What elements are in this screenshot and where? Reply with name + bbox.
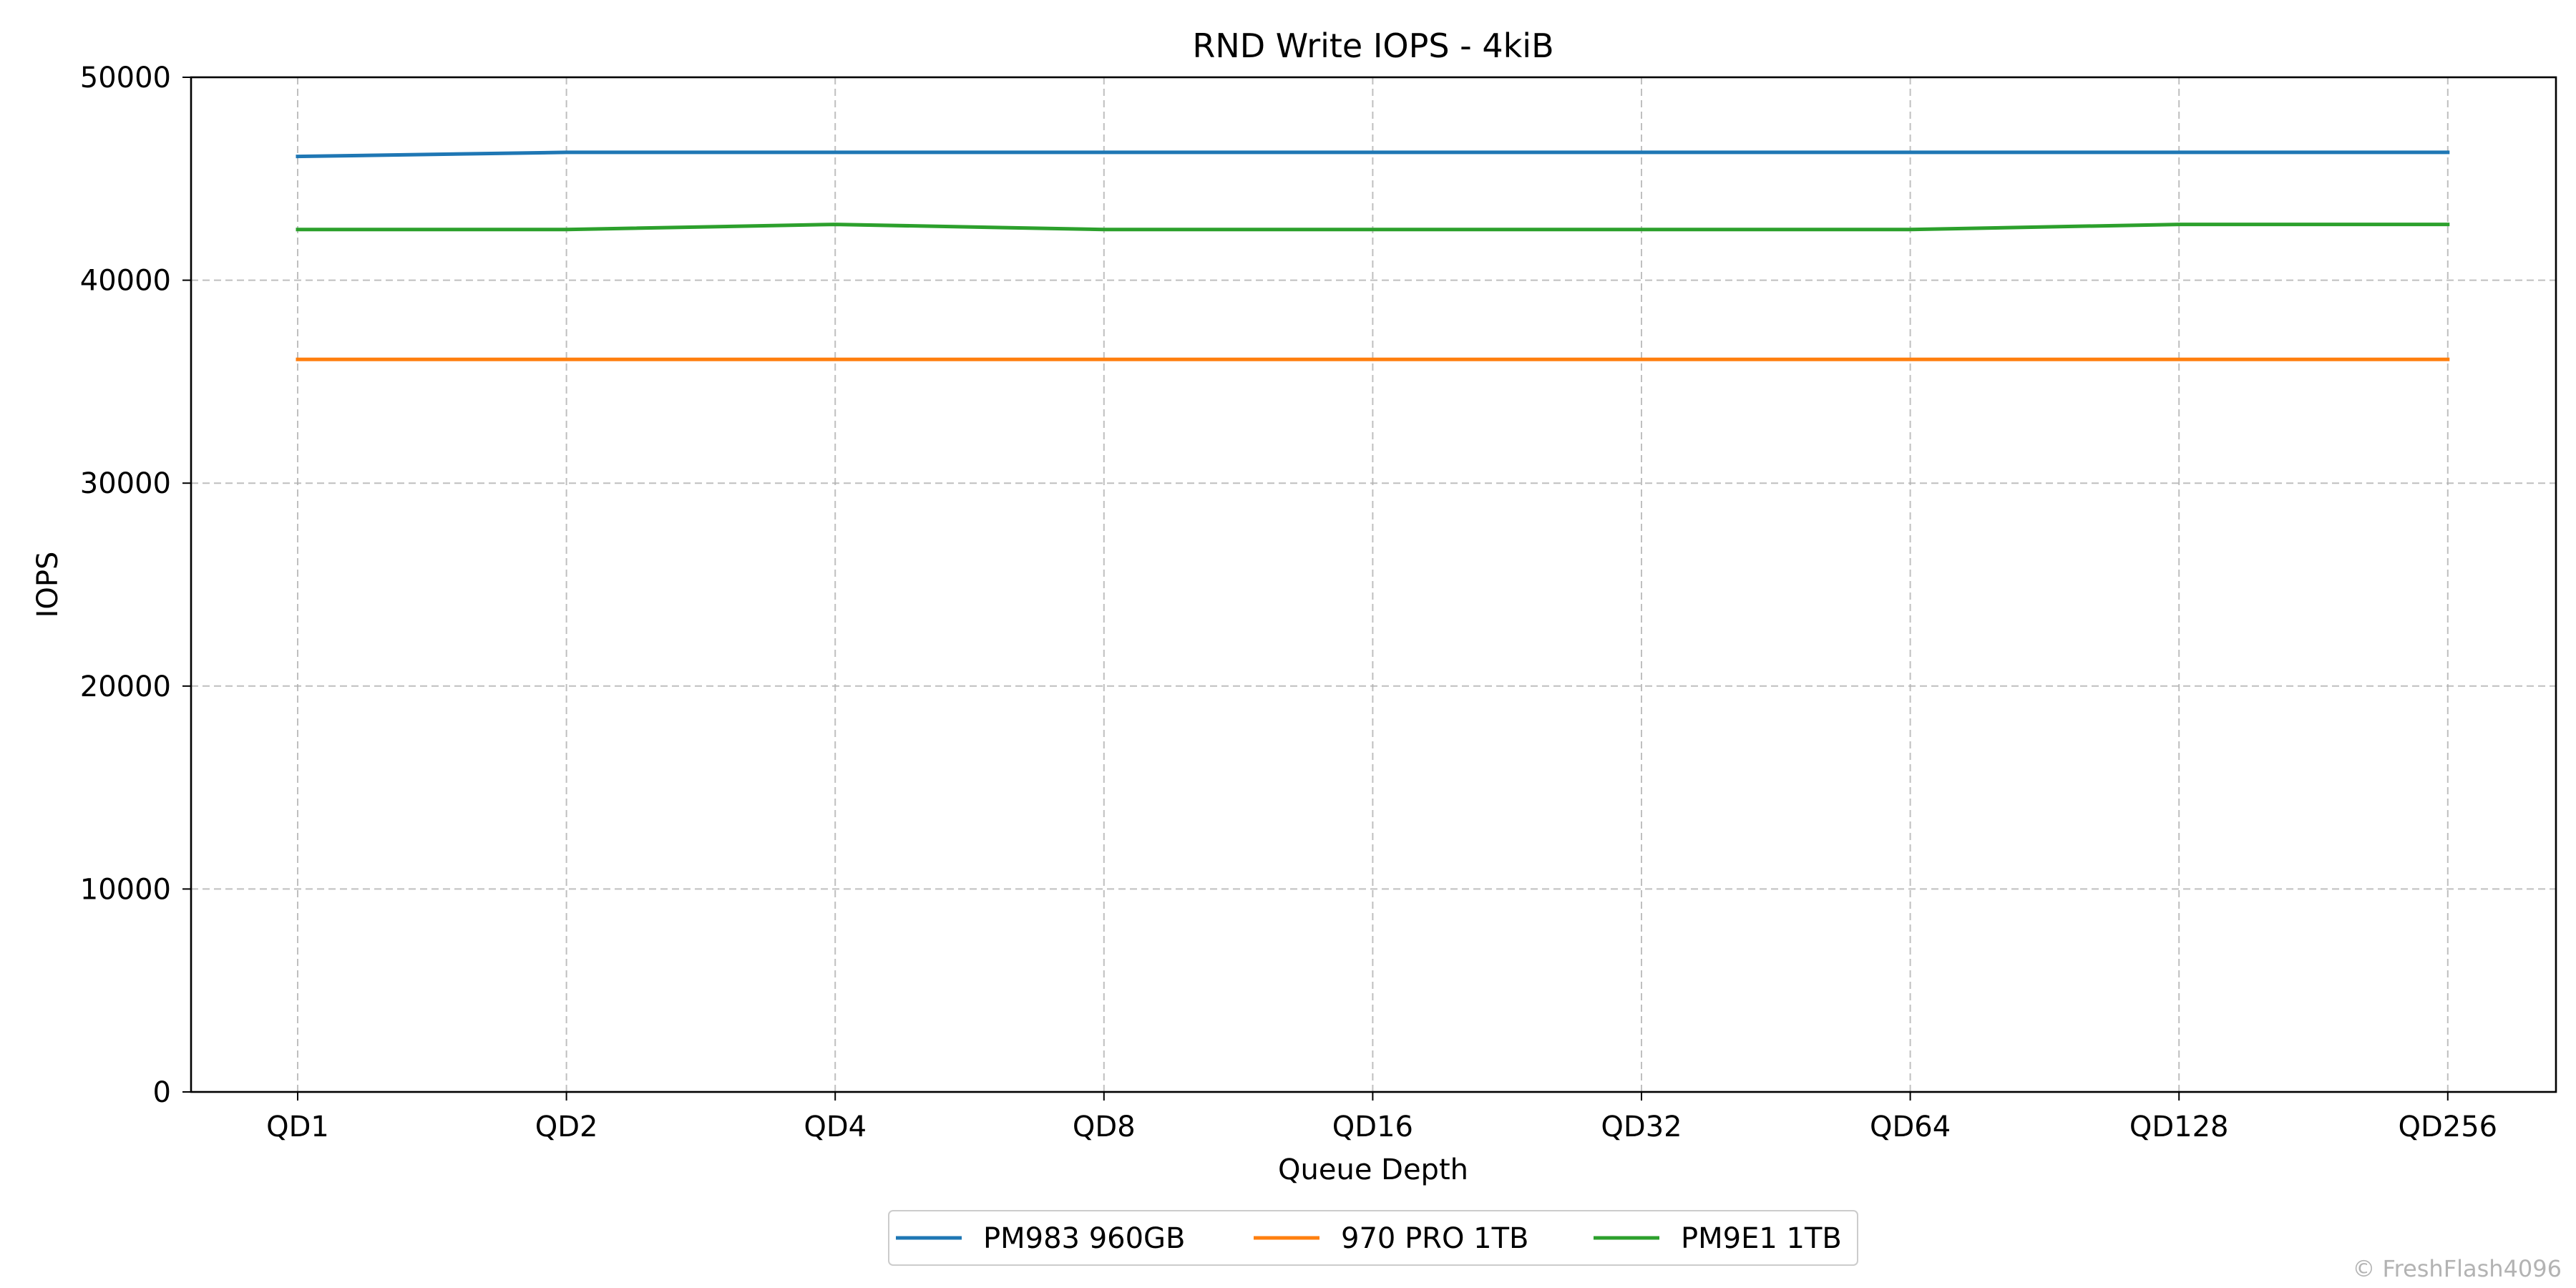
x-axis-label: Queue Depth <box>1278 1153 1468 1186</box>
y-tick-label: 50000 <box>80 62 171 94</box>
legend-label: PM983 960GB <box>983 1222 1185 1255</box>
watermark: © FreshFlash4096 <box>2352 1255 2562 1282</box>
y-axis-label: IOPS <box>31 552 64 618</box>
y-tick-label: 20000 <box>80 670 171 703</box>
series-line <box>296 150 2450 159</box>
x-tick-label: QD16 <box>1332 1111 1413 1143</box>
x-tick-label: QD2 <box>535 1111 598 1143</box>
y-tick-label: 40000 <box>80 265 171 298</box>
x-tick-label: QD64 <box>1870 1111 1951 1143</box>
y-tick-label: 30000 <box>80 467 171 500</box>
y-axis-ticks: 0 10000 20000 30000 40000 50000 <box>80 62 191 1109</box>
x-tick-label: QD128 <box>2129 1111 2229 1143</box>
x-tick-label: QD8 <box>1073 1111 1136 1143</box>
x-axis-ticks: QD1 QD2 QD4 QD8 QD16 QD32 QD64 QD128 QD256 <box>266 1092 2497 1143</box>
series-lines <box>296 150 2450 361</box>
grid <box>191 77 2556 1092</box>
x-tick-label: QD256 <box>2398 1111 2497 1143</box>
plot-frame <box>190 76 2557 1093</box>
x-tick-label: QD1 <box>266 1111 329 1143</box>
chart-title: RND Write IOPS - 4kiB <box>1192 26 1553 65</box>
x-tick-label: QD32 <box>1601 1111 1682 1143</box>
legend-box <box>888 1210 1858 1266</box>
legend-label: 970 PRO 1TB <box>1341 1222 1529 1255</box>
series-line <box>296 223 2450 232</box>
legend: PM983 960GB 970 PRO 1TB PM9E1 1TB <box>888 1210 1858 1266</box>
y-tick-label: 10000 <box>80 873 171 906</box>
legend-label: PM9E1 1TB <box>1681 1222 1842 1255</box>
y-tick-label: 0 <box>153 1076 171 1109</box>
x-tick-label: QD4 <box>804 1111 867 1143</box>
